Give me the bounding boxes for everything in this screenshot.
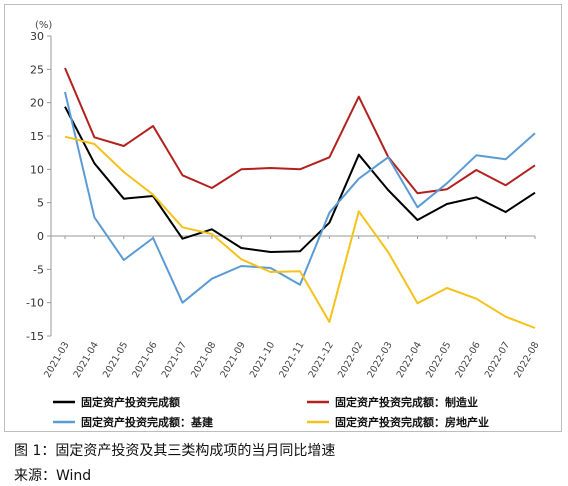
series-line-4 xyxy=(64,135,536,329)
y-tick-label: 10 xyxy=(30,163,44,176)
legend-label: 固定资产投资完成额：房地产业 xyxy=(335,415,489,429)
x-tick-label: 2021-06 xyxy=(130,340,159,380)
y-tick-label: 15 xyxy=(30,130,44,143)
x-tick-label: 2021-11 xyxy=(277,340,306,380)
y-tick-label: 25 xyxy=(30,63,44,76)
y-tick-label: -15 xyxy=(26,330,44,343)
series-line-1 xyxy=(64,106,536,253)
legend-label: 固定资产投资完成额：基建 xyxy=(81,415,214,429)
legend-label: 固定资产投资完成额 xyxy=(81,395,180,409)
figure-caption: 图 1：固定资产投资及其三类构成项的当月同比增速 xyxy=(14,443,336,459)
y-tick-label: -10 xyxy=(26,297,44,310)
y-axis-unit-label: (%) xyxy=(35,20,52,31)
x-tick-label: 2021-04 xyxy=(72,340,101,380)
y-tick-label: -5 xyxy=(33,263,44,276)
x-tick-label: 2021-07 xyxy=(160,340,189,380)
figure-source: 来源：Wind xyxy=(14,468,92,484)
x-tick-label: 2021-05 xyxy=(101,340,130,380)
x-tick-label: 2021-03 xyxy=(42,340,71,380)
y-tick-label: 5 xyxy=(37,197,44,210)
x-tick-label: 2021-10 xyxy=(248,340,277,380)
x-tick-label: 2022-07 xyxy=(483,340,512,380)
x-tick-label: 2022-05 xyxy=(424,340,453,380)
x-tick-label: 2022-08 xyxy=(512,340,541,380)
x-tick-label: 2022-02 xyxy=(336,340,365,380)
x-tick-label: 2022-06 xyxy=(453,340,482,380)
x-tick-label: 2021-12 xyxy=(307,340,336,380)
x-tick-label: 2022-04 xyxy=(395,340,424,380)
x-tick-label: 2021-09 xyxy=(218,340,247,380)
legend-label: 固定资产投资完成额：制造业 xyxy=(335,395,478,409)
series-line-2 xyxy=(64,67,536,195)
x-tick-label: 2022-03 xyxy=(365,340,394,380)
y-tick-label: 30 xyxy=(30,30,44,43)
chart-container: (%) 30 25 20 15 10 5 0 -5 -10 -15 2021-03 2021-04 2… xyxy=(4,4,562,432)
y-tick-label: 0 xyxy=(37,230,44,243)
x-tick-label: 2021-08 xyxy=(189,340,218,380)
series-line-3 xyxy=(64,91,536,304)
y-tick-label: 20 xyxy=(30,97,44,110)
